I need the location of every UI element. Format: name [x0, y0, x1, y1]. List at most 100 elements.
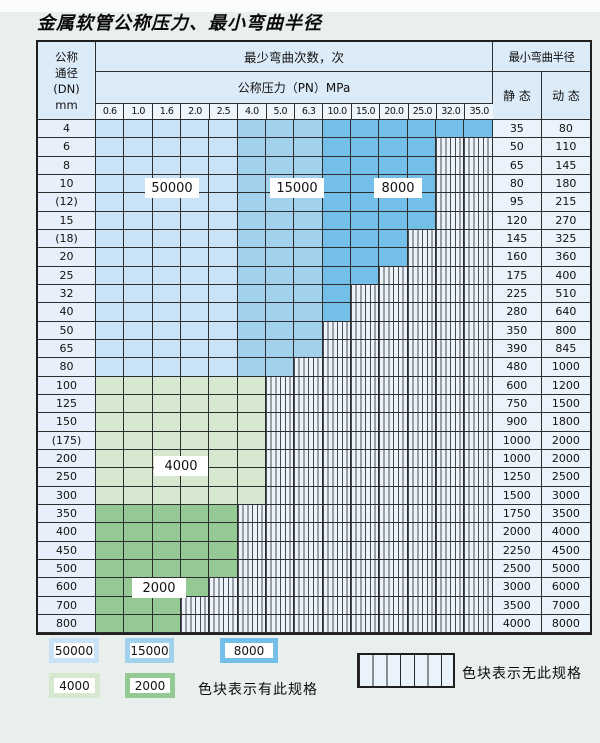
pressure-cell — [237, 523, 267, 542]
pressure-cell — [436, 504, 465, 524]
pressure-cell — [407, 468, 437, 487]
pressure-cell — [294, 120, 323, 139]
pressure-cell — [322, 193, 352, 212]
pressure-cell — [209, 486, 238, 505]
static-radius-cell: 225 — [492, 284, 542, 304]
pressure-cell — [436, 431, 465, 450]
pressure-cell — [294, 449, 323, 469]
pressure-cell — [294, 523, 323, 542]
pressure-cell — [407, 578, 437, 597]
pressure-cell — [209, 284, 238, 304]
pressure-cell — [181, 229, 210, 249]
pressure-cell — [407, 303, 437, 322]
pressure-cell — [294, 376, 323, 395]
pressure-cell — [464, 431, 493, 450]
pressure-cell — [124, 523, 153, 542]
pressure-cell — [464, 523, 493, 542]
dn-cell: 300 — [38, 486, 96, 505]
table-row: 150 900 1800 — [38, 413, 590, 432]
pressure-cell — [351, 449, 380, 469]
pressure-cell — [209, 156, 238, 175]
dynamic-radius-cell: 1500 — [541, 394, 590, 414]
dynamic-radius-cell: 1800 — [541, 413, 590, 432]
pressure-cell — [379, 523, 408, 542]
pressure-cell — [322, 156, 352, 175]
table-row: 6 50 110 — [38, 138, 590, 157]
pressure-cell — [436, 614, 465, 634]
static-radius-cell: 390 — [492, 339, 542, 359]
pressure-cell — [96, 211, 125, 230]
pressure-cell — [322, 376, 352, 395]
static-radius-cell: 120 — [492, 211, 542, 230]
dynamic-header: 动 态 — [542, 72, 590, 120]
table-row: 300 1500 3000 — [38, 486, 590, 505]
static-radius-cell: 50 — [492, 138, 542, 157]
pressure-cell — [181, 211, 210, 230]
pressure-cell — [351, 541, 380, 560]
pressure-cell — [351, 504, 380, 524]
table-row: (18) 145 325 — [38, 229, 590, 249]
legend-has-spec-text: 色块表示有此规格 — [198, 682, 318, 698]
pressure-cell — [266, 321, 295, 340]
pressure-cell — [407, 559, 437, 579]
pressure-cell — [407, 486, 437, 505]
pressure-cell — [237, 578, 267, 597]
pressure-cell — [152, 596, 182, 615]
pressure-cell — [237, 229, 267, 249]
pressure-cell — [266, 559, 295, 579]
dn-cell: 400 — [38, 523, 96, 542]
pressure-cell — [322, 541, 352, 560]
pressure-cell — [152, 266, 182, 285]
pressure-cell — [464, 284, 493, 304]
spec-count-label: 4000 — [154, 456, 208, 476]
pressure-cell — [237, 303, 267, 322]
pressure-cell — [464, 486, 493, 505]
legend-swatch-label: 8000 — [225, 643, 273, 658]
static-radius-cell: 900 — [492, 413, 542, 432]
pressure-cell — [407, 431, 437, 450]
pressure-cell — [237, 284, 267, 304]
pressure-value-cell: 35.0 — [465, 104, 493, 120]
dn-cell: 200 — [38, 449, 96, 469]
dynamic-radius-cell: 215 — [541, 193, 590, 212]
pressure-cell — [209, 541, 238, 560]
pressure-cell — [266, 523, 295, 542]
pressure-cell — [379, 120, 408, 139]
pressure-cell — [124, 229, 153, 249]
pressure-cell — [209, 266, 238, 285]
pressure-cell — [436, 266, 465, 285]
pressure-cell — [124, 376, 153, 395]
dn-cell: 40 — [38, 303, 96, 322]
pressure-cell — [152, 303, 182, 322]
pressure-cell — [407, 284, 437, 304]
pressure-cell — [181, 248, 210, 267]
pressure-cell — [464, 193, 493, 212]
pressure-cell — [436, 559, 465, 579]
pressure-cell — [266, 156, 295, 175]
table-row: 350 1750 3500 — [38, 504, 590, 524]
pressure-cell — [436, 376, 465, 395]
pressure-cell — [464, 504, 493, 524]
pressure-cell — [351, 358, 380, 377]
pressure-cell — [322, 449, 352, 469]
pressure-cell — [152, 413, 182, 432]
pressure-cell — [237, 156, 267, 175]
pressure-cell — [96, 339, 125, 359]
pressure-cell — [407, 248, 437, 267]
pressure-cell — [152, 486, 182, 505]
pressure-cell — [464, 321, 493, 340]
pressure-cell — [351, 138, 380, 157]
pressure-cell — [96, 486, 125, 505]
pressure-cell — [266, 504, 295, 524]
pressure-cell — [266, 486, 295, 505]
pressure-cell — [407, 229, 437, 249]
dynamic-radius-cell: 6000 — [541, 578, 590, 597]
dn-cell: 50 — [38, 321, 96, 340]
pressure-cell — [96, 468, 125, 487]
pressure-cell — [181, 413, 210, 432]
pressure-cell — [379, 541, 408, 560]
table-row: 200 1000 2000 — [38, 449, 590, 469]
pressure-value-cell: 20.0 — [380, 104, 409, 120]
dn-cell: 125 — [38, 394, 96, 414]
pressure-cell — [322, 174, 352, 194]
